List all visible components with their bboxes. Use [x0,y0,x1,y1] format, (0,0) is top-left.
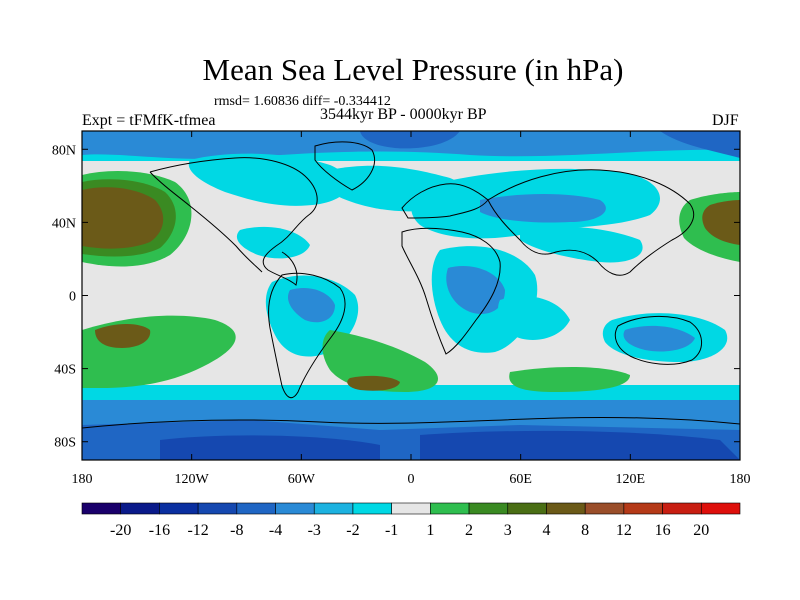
colorbar-swatch [700,502,741,515]
colorbar-swatch [468,502,509,515]
colorbar-swatch [507,502,547,515]
lon-tick-label: 180 [72,472,93,487]
south-america-low-core [287,287,335,323]
colorbar-label: 20 [693,522,709,539]
eurasia-low-mid [480,194,606,223]
arctic-deep-low-east [660,131,740,158]
arctic-deep-low [360,131,460,149]
colorbar-label: 12 [616,522,632,539]
coast-north-america [149,157,318,286]
lon-tick-label: 0 [408,472,415,487]
colorbar-swatch [159,502,199,515]
statistics-text: rmsd= 1.60836 diff= -0.334412 [214,94,391,109]
coast-south-america [268,272,346,399]
antarctic-deep-low-east [420,430,740,460]
lat-tick-label: 0 [69,290,76,305]
colorbar-label: 2 [465,522,473,539]
colorbar-swatch [430,502,470,515]
caribbean-low [236,226,310,259]
coast-antarctica [82,416,740,429]
lat-tick-label: 80S [54,436,76,451]
longitude-axis: 180 120W 60W 0 60E 120E 180 [72,131,751,487]
lon-tick-label: 60E [509,472,532,487]
colorbar-label: -4 [269,522,282,539]
colorbar-label: -3 [308,522,321,539]
lon-tick-label: 120W [175,472,210,487]
colorbar-label: -12 [187,522,208,539]
antarctic-deep-low [160,435,380,460]
colorbar-label: -20 [110,522,131,539]
south-pacific-high-core [95,324,151,348]
colorbar-label: 4 [542,522,550,539]
colorbar-label: -1 [385,522,398,539]
colorbar-swatch [352,502,392,515]
lat-tick-label: 80N [52,143,76,158]
latitude-axis: 80N 40N 0 40S 80S [52,143,740,451]
colorbar-label: 8 [581,522,589,539]
colorbar-swatch [81,502,122,515]
coast-australia [614,315,702,365]
colorbar-swatch [236,502,276,515]
time-period-label: 3544kyr BP - 0000kyr BP [320,106,487,123]
lat-tick-label: 40N [52,216,76,231]
lat-tick-label: 40S [54,363,76,378]
colorbar-swatch [120,502,160,515]
colorbar-swatch [546,502,586,515]
south-atlantic-high-core [347,375,400,391]
colorbar-swatch [584,502,625,515]
south-indian-high [509,366,630,392]
colorbar-swatch [662,502,702,515]
chart-title: Mean Sea Level Pressure (in hPa) [202,52,624,87]
colorbar-label: -16 [149,522,170,539]
north-pacific-high-east-core [702,200,740,245]
coast-asia [487,169,695,276]
colorbar-swatch [313,502,354,515]
colorbar-swatch [197,502,238,515]
experiment-label: Expt = tFMfK-tfmea [82,112,216,129]
colorbar-label: -2 [346,522,359,539]
coastlines [82,141,740,429]
pressure-field [82,131,740,460]
lon-tick-label: 60W [288,472,316,487]
coast-africa [401,227,501,355]
north-america-low [188,153,349,206]
colorbar-label: 1 [426,522,434,539]
australia-low-core [623,325,695,352]
colorbar: -20 -16 -12 -8 -4 -3 -2 -1 1 2 3 4 8 12 16 20 [81,502,741,539]
colorbar-swatch [391,502,431,515]
lon-tick-label: 120E [616,472,646,487]
colorbar-label: -8 [230,522,243,539]
indian-ocean-low [498,296,570,340]
coast-greenland [314,141,375,191]
central-asia-low [520,226,643,263]
north-pacific-high-core [82,187,164,249]
colorbar-swatch [623,502,663,515]
africa-low-core [446,266,505,314]
colorbar-swatch [275,502,315,515]
colorbar-label: 3 [504,522,512,539]
colorbar-label: 16 [655,522,671,539]
south-atlantic-high [322,330,439,392]
lon-tick-label: 180 [730,472,751,487]
season-label: DJF [712,112,739,129]
